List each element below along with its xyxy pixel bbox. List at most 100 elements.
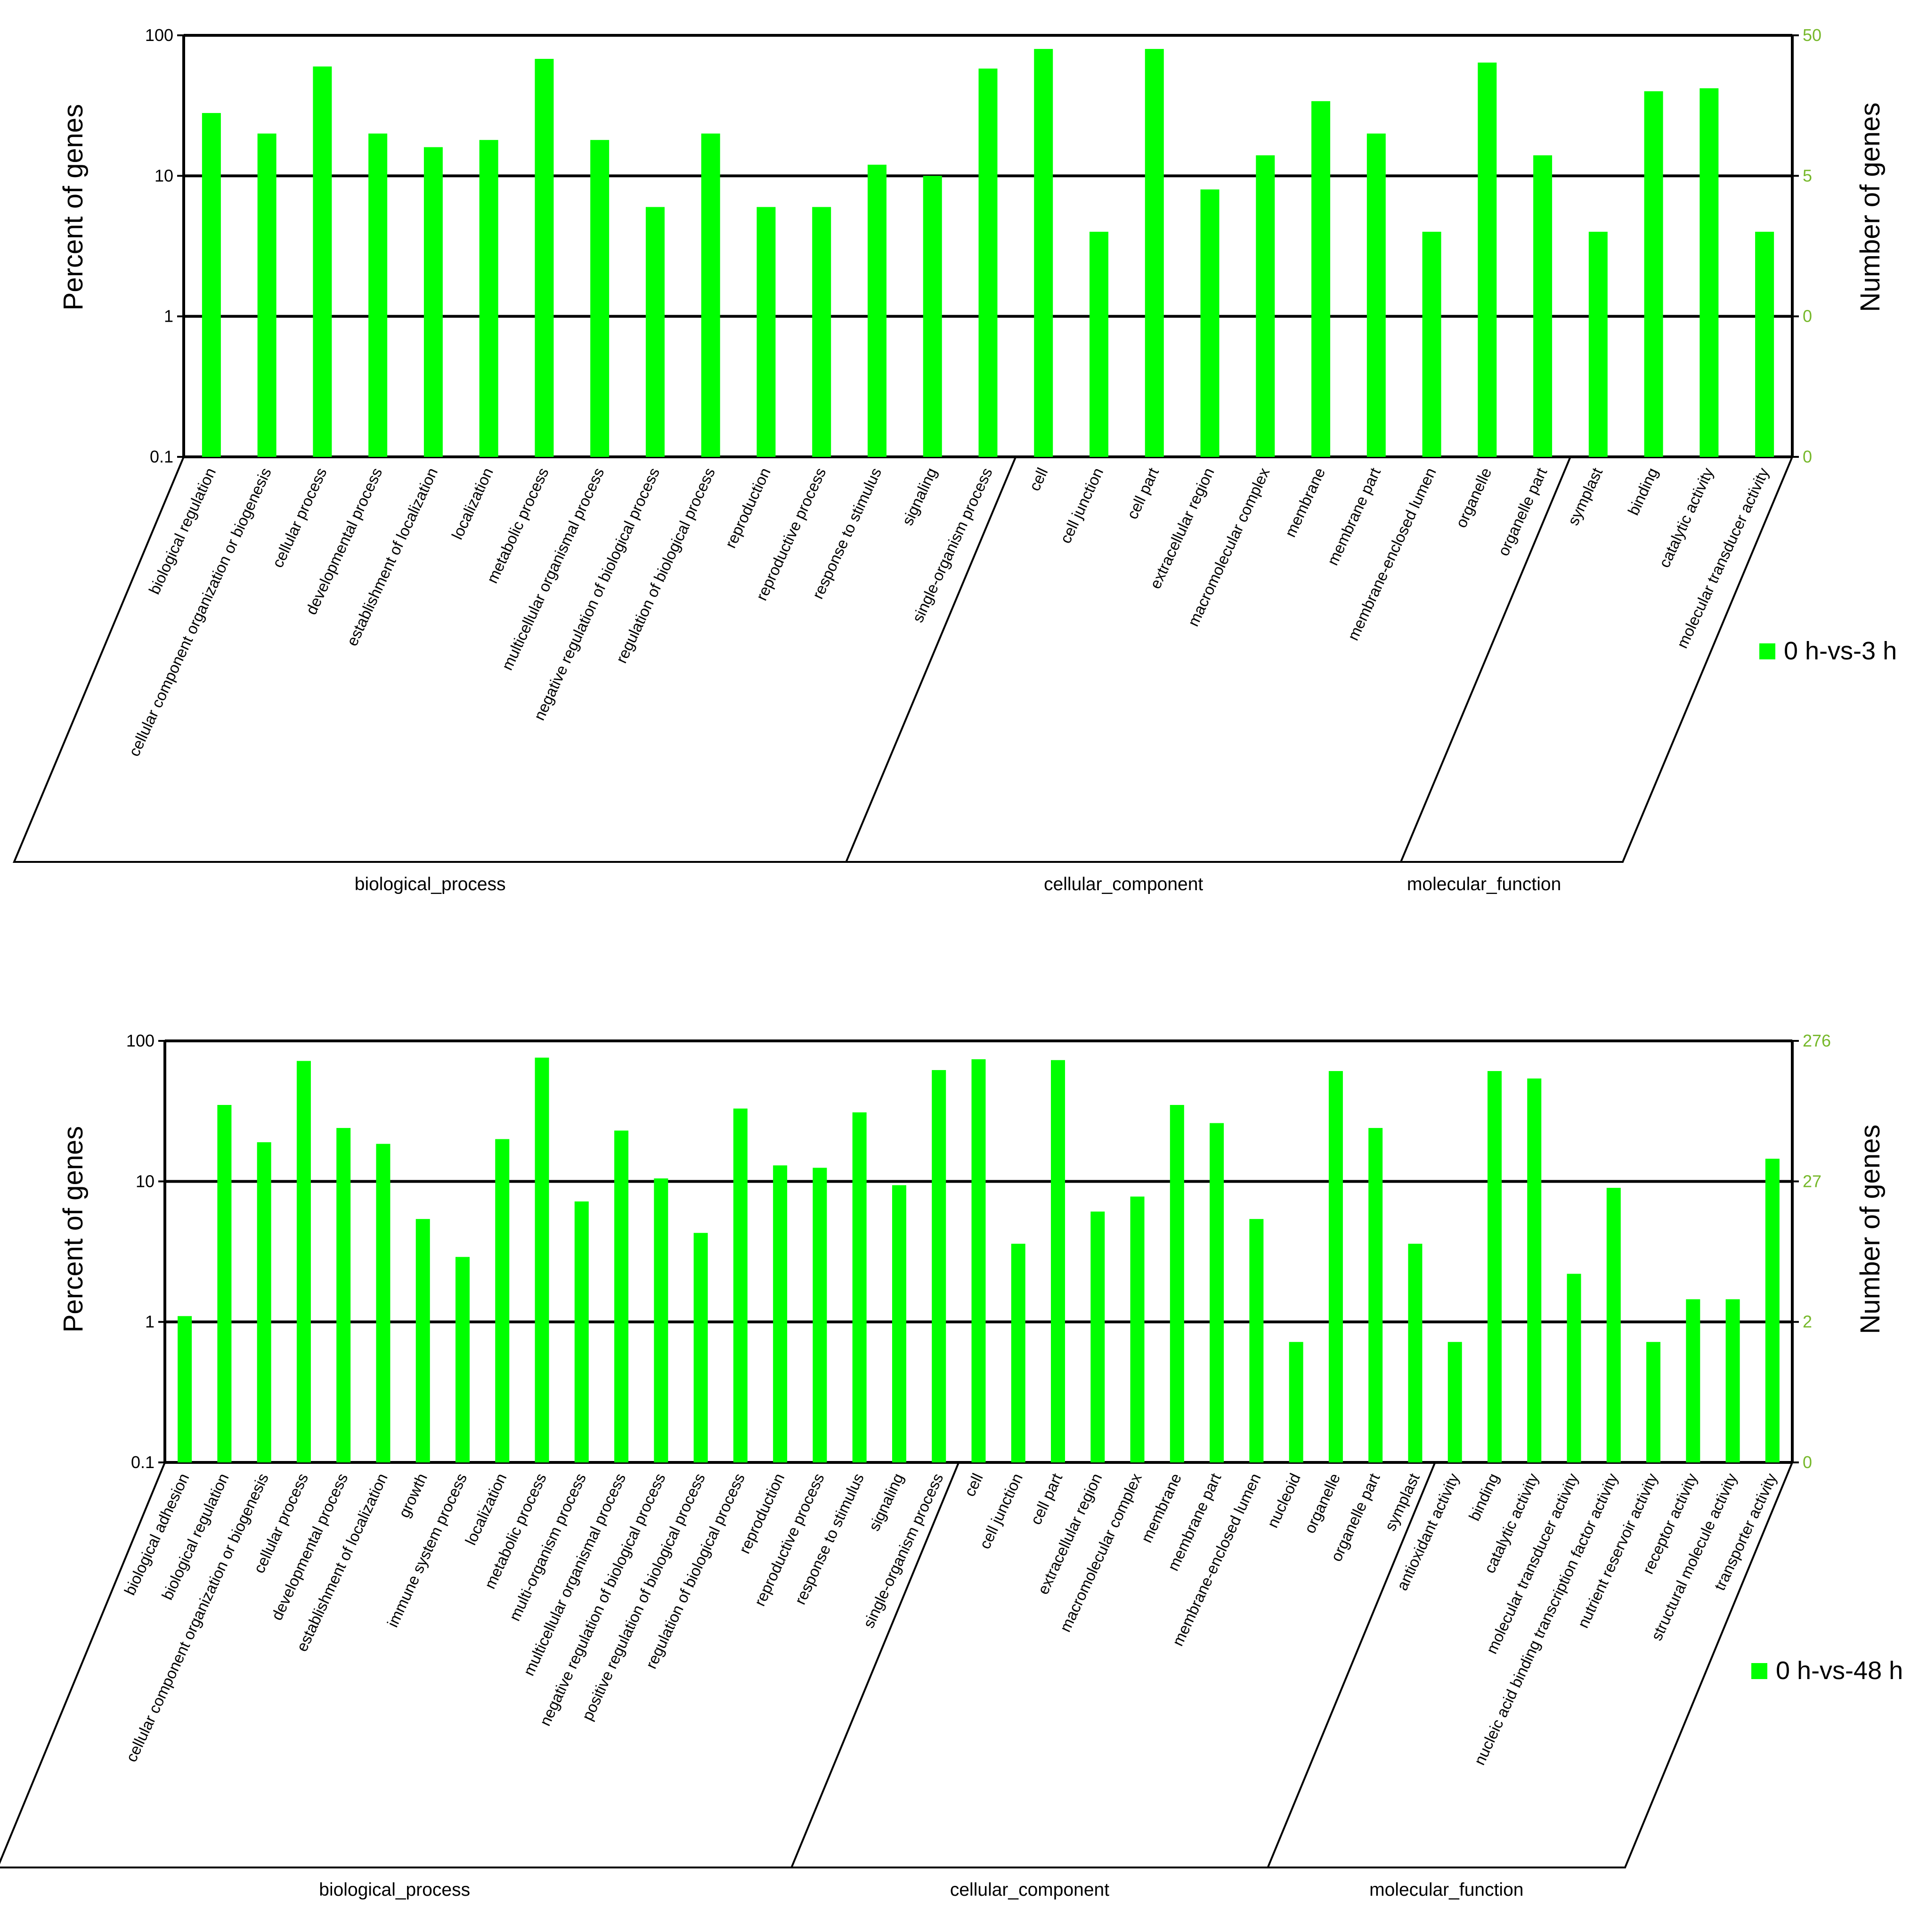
bar [1249,1219,1264,1462]
bar [1588,232,1608,457]
category-label: immune system process [383,1470,470,1630]
bar [852,1112,867,1462]
bar [1478,62,1497,457]
bar [1699,88,1719,457]
bar [535,1057,549,1462]
right-tick-label: 50 [1803,25,1821,45]
right-tick-label: 27 [1803,1171,1821,1191]
bar [1011,1243,1025,1462]
bar [614,1130,629,1462]
bar [217,1105,232,1462]
group-separator [1400,456,1571,862]
bar [574,1201,589,1462]
group-separator [790,1462,960,1868]
category-label: symplast [1381,1470,1423,1534]
group-separator [1267,1462,1436,1868]
y-axis-title-left: Percent of genes [58,1126,89,1333]
bar [1368,1128,1383,1462]
group-label: biological_process [355,874,506,894]
bar [1422,232,1441,457]
bar [1533,155,1553,457]
bar [654,1178,668,1462]
right-tick-label: 0 [1803,307,1812,326]
bar [1527,1078,1542,1462]
bar [1646,1342,1661,1462]
right-tick-label: 5 [1803,166,1812,185]
bar [202,113,221,457]
group-bracket-outline [0,1462,1793,1868]
y-axis-title-right: Number of genes [1855,103,1886,312]
bar [1256,155,1275,457]
left-tick-label: 10 [136,1171,154,1191]
bar [1090,232,1109,457]
bar [376,1144,390,1462]
category-label: cell junction [1057,465,1106,546]
bar [1487,1071,1502,1462]
y-axis-title-right: Number of genes [1855,1125,1886,1334]
category-label: nucleoid [1264,1470,1304,1530]
right-tick-label: 0 [1803,447,1812,466]
bar [1567,1274,1581,1462]
bar [1644,91,1663,457]
bar [867,164,886,457]
category-label: binding [1465,1470,1503,1523]
bar [1034,49,1053,457]
bar [1765,1159,1780,1462]
category-label: cell [960,1470,986,1499]
bar [178,1316,192,1462]
bar [1311,101,1331,457]
bar [1210,1123,1224,1462]
category-label: localization [448,465,496,542]
category-label: multi-organism process [505,1470,589,1624]
bar [1090,1211,1105,1462]
category-label: organelle part [1495,465,1551,559]
left-tick-label: 100 [126,1031,154,1050]
category-label: growth [395,1470,431,1520]
right-tick-label: 0 [1803,1453,1812,1472]
left-tick-label: 0.1 [150,447,173,466]
bar [336,1128,351,1462]
left-tick-label: 1 [164,307,173,326]
category-label: symplast [1564,465,1606,528]
category-label: signaling [898,465,940,528]
bar [812,207,831,457]
right-tick-label: 276 [1803,1031,1831,1050]
group-label: biological_process [319,1880,470,1900]
category-label: cell part [1123,465,1162,521]
bar [313,66,332,457]
bar [971,1059,986,1462]
bar [1289,1342,1303,1462]
bar [257,133,276,457]
category-label: multicellular organismal process [498,465,608,673]
bar [368,133,388,457]
bar [590,140,610,457]
y-axis-title-left: Percent of genes [58,104,89,311]
go-chart-0h-vs-48h: 100 10 1 0.1 276 27 2 0 Percent of genes Number o… [0,1031,1903,1900]
bar [1200,189,1220,457]
group-label: cellular_component [950,1880,1109,1900]
bar [296,1061,311,1462]
left-tick-label: 0.1 [131,1453,154,1472]
category-label: single-organism process [860,1470,947,1631]
category-label: developmental process [268,1470,351,1623]
bar [701,133,720,457]
group-label: cellular_component [1044,874,1203,894]
bar [535,58,554,457]
bar [1447,1342,1462,1462]
category-label: binding [1624,465,1661,518]
bar [978,68,998,457]
legend-label: 0 h-vs-3 h [1784,637,1897,665]
category-label: reproduction [722,465,774,551]
bar [1408,1243,1423,1462]
bar [1328,1071,1343,1462]
bar [923,176,942,457]
bar [415,1219,430,1462]
category-label: organelle [1452,465,1495,530]
bar [423,147,443,457]
category-label: regulation of biological process [612,465,718,666]
category-label: cell part [1027,1470,1065,1527]
bar [1686,1299,1700,1462]
left-tick-label: 1 [145,1312,154,1331]
